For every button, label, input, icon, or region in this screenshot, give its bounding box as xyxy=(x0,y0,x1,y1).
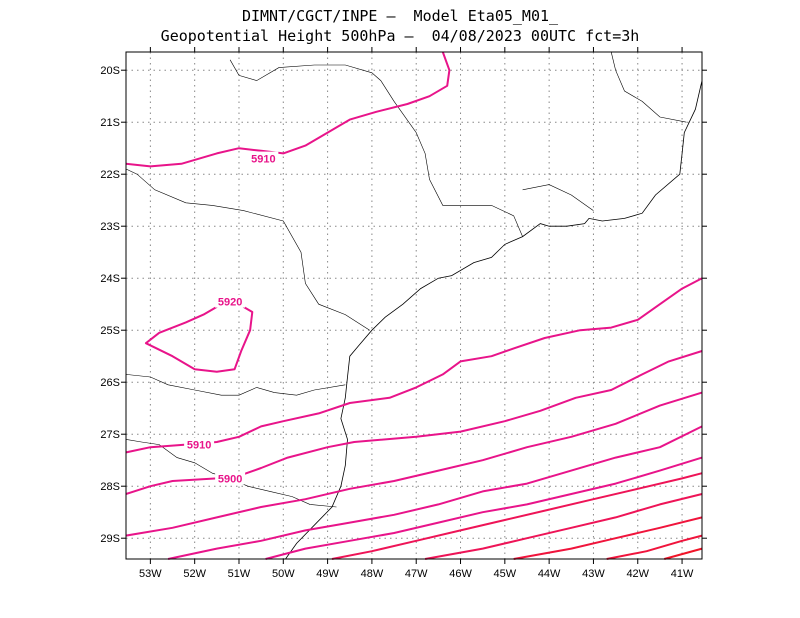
lat-tick-label: 24S xyxy=(100,273,120,285)
lat-tick-label: 28S xyxy=(100,481,120,493)
height-contour xyxy=(125,51,451,168)
lon-tick-label: 45W xyxy=(494,568,517,580)
lat-tick-label: 21S xyxy=(100,117,120,129)
height-contour xyxy=(664,547,703,560)
lon-tick-label: 44W xyxy=(538,568,561,580)
state-border xyxy=(522,184,594,211)
lon-tick-label: 46W xyxy=(449,568,472,580)
lon-tick-label: 47W xyxy=(405,568,428,580)
height-contour xyxy=(167,425,703,560)
lon-tick-label: 41W xyxy=(671,568,694,580)
contour-label: 5900 xyxy=(218,473,242,485)
height-contour xyxy=(125,391,703,537)
height-contour xyxy=(125,350,703,495)
contour-label-bg xyxy=(184,437,215,451)
lat-tick-label: 22S xyxy=(100,169,120,181)
state-border xyxy=(125,168,370,331)
contour-lines xyxy=(125,51,703,560)
lat-tick-label: 27S xyxy=(100,429,120,441)
lon-tick-label: 52W xyxy=(183,568,206,580)
state-border xyxy=(610,51,687,123)
lon-tick-label: 50W xyxy=(272,568,295,580)
contour-label-bg xyxy=(248,151,279,165)
title-line-1: DIMNT/CGCT/INPE – Model Eta05_M01_ xyxy=(241,7,559,25)
lat-tick-label: 20S xyxy=(100,65,120,77)
height-contour xyxy=(265,456,703,560)
lat-tick-label: 26S xyxy=(100,377,120,389)
height-contour xyxy=(125,277,703,454)
lon-tick-label: 43W xyxy=(582,568,605,580)
map-axes: 53W 52W 51W 50W 49W 48W 47W 46W 45W 44W 43W 42W 41W 2… xyxy=(100,47,707,580)
contour-label-bg xyxy=(215,294,246,308)
lon-tick-label: 49W xyxy=(316,568,339,580)
height-contour xyxy=(144,303,254,373)
map-frame xyxy=(125,51,703,560)
height-contour xyxy=(424,493,703,560)
height-contour xyxy=(606,534,703,560)
contour-label: 5910 xyxy=(251,154,275,166)
state-border xyxy=(229,59,523,237)
contour-label-bg xyxy=(215,471,246,485)
lat-tick-label: 25S xyxy=(100,325,120,337)
state-border xyxy=(125,374,346,396)
title-line-2: Geopotential Height 500hPa – 04/08/2023 … xyxy=(160,27,640,45)
contour-labels: 5910 5920 5910 5900 xyxy=(184,151,279,485)
lon-tick-label: 48W xyxy=(361,568,384,580)
height-contour xyxy=(513,516,703,560)
lon-tick-label: 51W xyxy=(228,568,251,580)
lon-tick-label: 53W xyxy=(139,568,162,580)
contour-label: 5910 xyxy=(187,440,211,452)
lon-tick-label: 42W xyxy=(626,568,649,580)
lat-tick-label: 29S xyxy=(100,533,120,545)
height-contour xyxy=(331,472,703,560)
lat-tick-label: 23S xyxy=(100,221,120,233)
contour-label: 5920 xyxy=(218,297,242,309)
